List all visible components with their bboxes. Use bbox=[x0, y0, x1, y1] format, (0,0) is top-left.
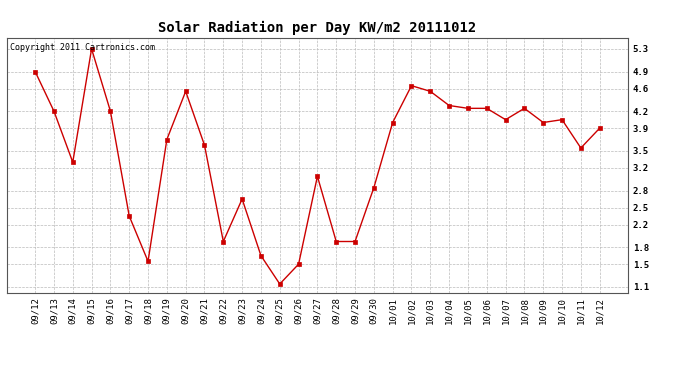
Title: Solar Radiation per Day KW/m2 20111012: Solar Radiation per Day KW/m2 20111012 bbox=[158, 21, 477, 35]
Text: Copyright 2011 Cartronics.com: Copyright 2011 Cartronics.com bbox=[10, 43, 155, 52]
